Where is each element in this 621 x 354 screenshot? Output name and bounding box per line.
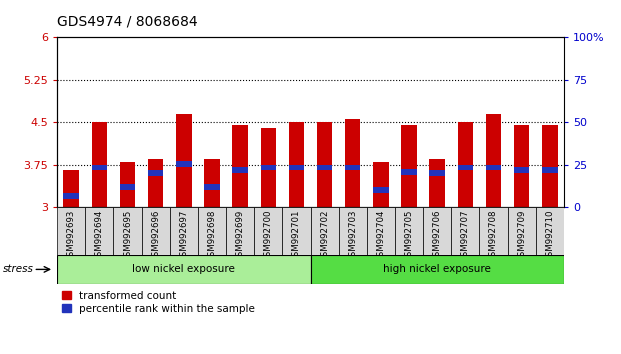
Bar	[423, 207, 451, 255]
Bar	[176, 161, 191, 167]
Bar	[317, 122, 332, 207]
Bar	[261, 128, 276, 207]
Bar	[198, 207, 226, 255]
Bar	[373, 187, 389, 193]
Text: GSM992695: GSM992695	[123, 210, 132, 262]
Bar	[430, 159, 445, 207]
Bar	[170, 207, 198, 255]
Bar	[395, 207, 423, 255]
Bar	[57, 207, 85, 255]
Bar	[226, 207, 254, 255]
Legend: transformed count, percentile rank within the sample: transformed count, percentile rank withi…	[62, 291, 255, 314]
Text: GSM992707: GSM992707	[461, 210, 470, 262]
Bar	[85, 207, 114, 255]
Bar	[204, 184, 220, 190]
Bar	[451, 207, 479, 255]
Bar	[458, 122, 473, 207]
Text: stress: stress	[3, 264, 34, 274]
Bar	[367, 207, 395, 255]
Bar	[142, 207, 170, 255]
Bar	[514, 167, 529, 173]
Bar	[232, 167, 248, 173]
Text: GSM992694: GSM992694	[95, 210, 104, 262]
Bar	[232, 125, 248, 207]
Text: high nickel exposure: high nickel exposure	[383, 264, 491, 274]
Bar	[401, 125, 417, 207]
Text: GSM992709: GSM992709	[517, 210, 526, 262]
Text: low nickel exposure: low nickel exposure	[132, 264, 235, 274]
Text: GSM992701: GSM992701	[292, 210, 301, 262]
Bar	[310, 255, 564, 284]
Text: GSM992703: GSM992703	[348, 210, 357, 262]
Bar	[542, 125, 558, 207]
Text: GSM992698: GSM992698	[207, 210, 217, 262]
Bar	[92, 122, 107, 207]
Bar	[261, 165, 276, 170]
Bar	[345, 119, 360, 207]
Bar	[507, 207, 536, 255]
Bar	[338, 207, 367, 255]
Bar	[401, 169, 417, 175]
Bar	[430, 170, 445, 176]
Bar	[63, 170, 79, 207]
Text: GDS4974 / 8068684: GDS4974 / 8068684	[57, 14, 197, 28]
Bar	[148, 170, 163, 176]
Bar	[120, 184, 135, 190]
Bar	[458, 165, 473, 170]
Bar	[148, 159, 163, 207]
Text: GSM992700: GSM992700	[264, 210, 273, 262]
Bar	[63, 193, 79, 199]
Bar	[310, 207, 338, 255]
Bar	[514, 125, 529, 207]
Bar	[479, 207, 507, 255]
Bar	[114, 207, 142, 255]
Bar	[345, 165, 360, 170]
Text: GSM992704: GSM992704	[376, 210, 386, 262]
Text: GSM992693: GSM992693	[66, 210, 76, 262]
Text: GSM992697: GSM992697	[179, 210, 188, 262]
Bar	[204, 159, 220, 207]
Text: GSM992705: GSM992705	[404, 210, 414, 262]
Bar	[486, 114, 501, 207]
Bar	[373, 162, 389, 207]
Text: GSM992710: GSM992710	[545, 210, 555, 262]
Bar	[536, 207, 564, 255]
Bar	[92, 165, 107, 170]
Bar	[120, 162, 135, 207]
Bar	[289, 122, 304, 207]
Bar	[176, 114, 191, 207]
Bar	[57, 255, 310, 284]
Bar	[283, 207, 310, 255]
Text: GSM992696: GSM992696	[151, 210, 160, 262]
Text: GSM992706: GSM992706	[433, 210, 442, 262]
Text: GSM992708: GSM992708	[489, 210, 498, 262]
Bar	[289, 165, 304, 170]
Text: GSM992699: GSM992699	[235, 210, 245, 262]
Bar	[254, 207, 283, 255]
Bar	[486, 165, 501, 170]
Text: GSM992702: GSM992702	[320, 210, 329, 262]
Bar	[542, 167, 558, 173]
Bar	[317, 165, 332, 170]
